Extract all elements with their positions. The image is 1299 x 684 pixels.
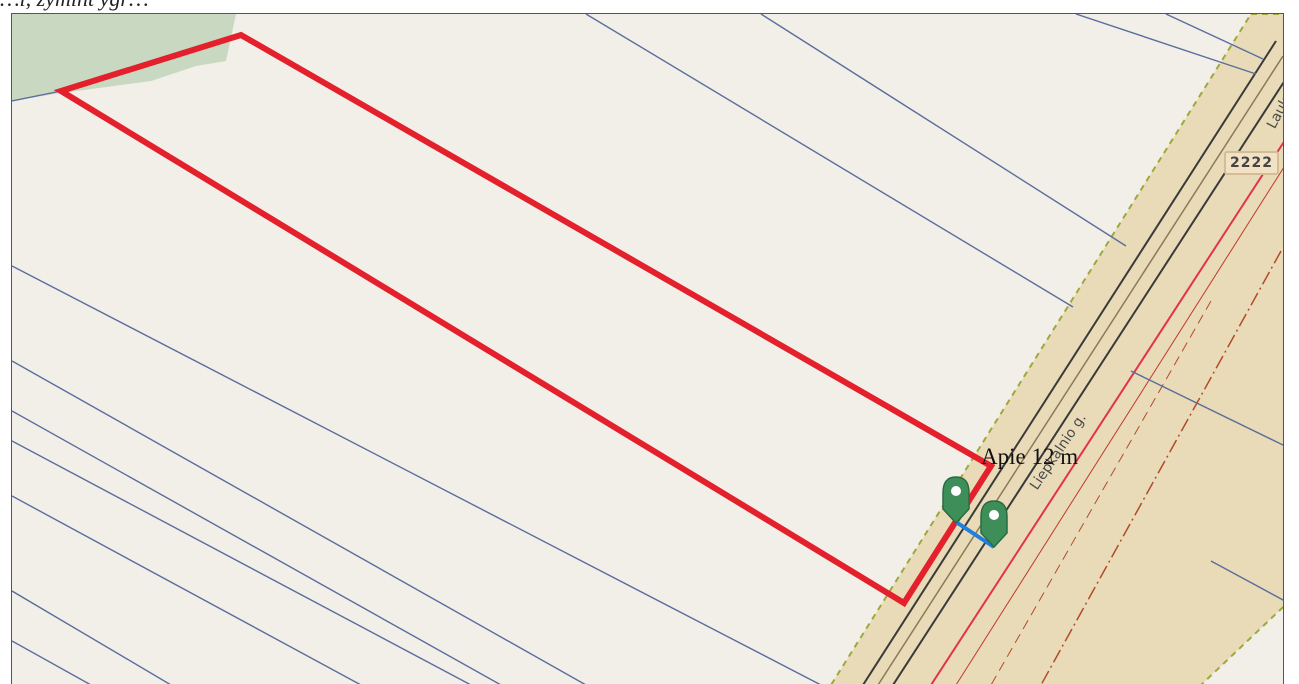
forest-area xyxy=(12,14,236,101)
road-number-badge: 2222 xyxy=(1224,151,1279,175)
map-layer xyxy=(12,14,1283,684)
selected-parcel xyxy=(53,31,996,608)
road-edge-line xyxy=(862,40,1277,684)
map-canvas[interactable]: Liepkalnio g. Lauk 2222 xyxy=(11,13,1284,684)
end-marker[interactable] xyxy=(980,500,1008,549)
measure-line xyxy=(954,520,996,549)
map-pin-icon xyxy=(942,476,970,525)
distance-label: Apie 12 m xyxy=(981,444,1079,469)
road-band xyxy=(830,14,1283,684)
page-caption: …i, žymint ygr… xyxy=(0,0,149,12)
map-pin-icon xyxy=(980,500,1008,549)
start-marker[interactable] xyxy=(942,476,970,525)
parcel-lines xyxy=(12,14,1283,684)
utility-line xyxy=(990,300,1212,684)
road-center-line xyxy=(877,55,1283,684)
utility-line xyxy=(956,167,1283,684)
utility-line xyxy=(930,141,1283,684)
utility-line xyxy=(1040,250,1282,684)
